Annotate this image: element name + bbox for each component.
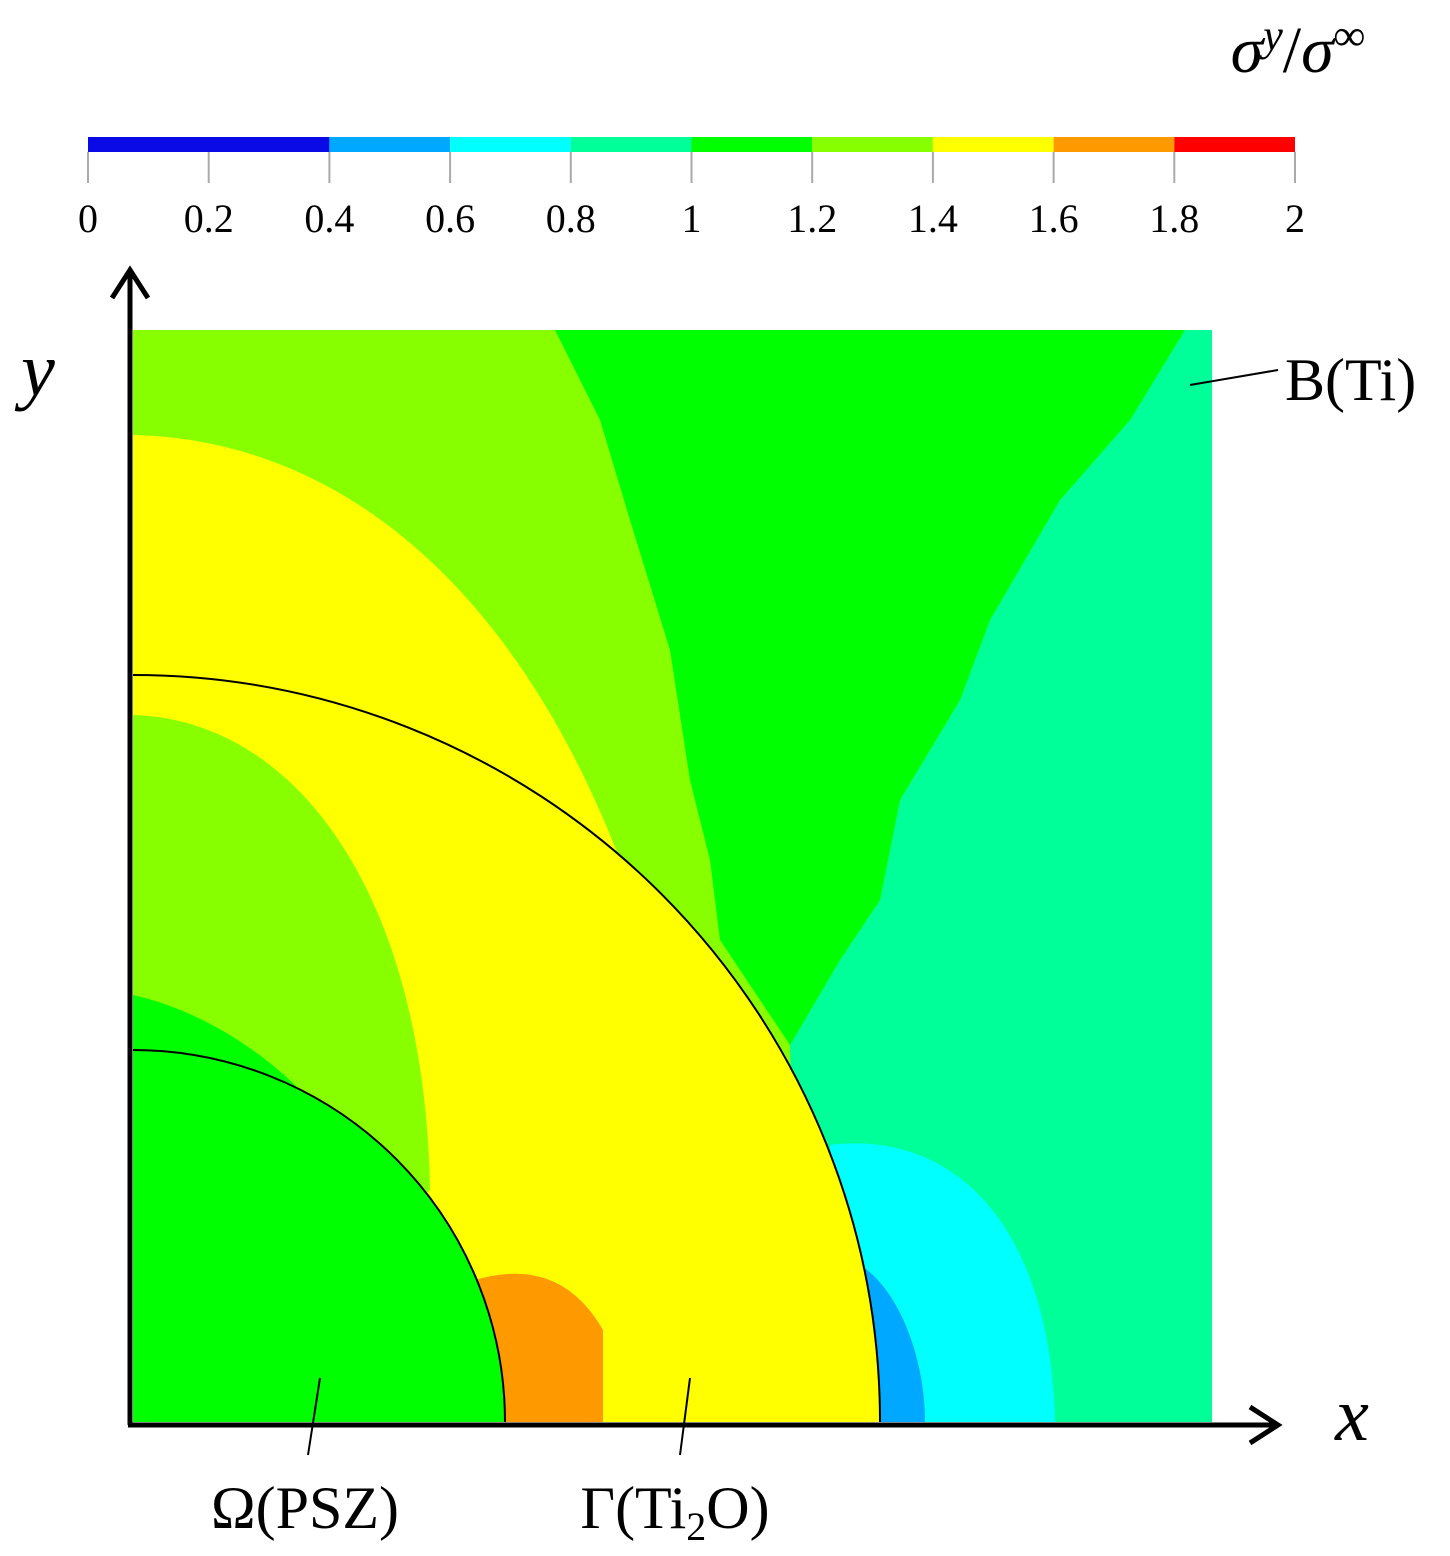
colorbar-segment [1053, 137, 1175, 152]
title-part: / [1283, 14, 1302, 87]
title-part: ∞ [1334, 11, 1365, 60]
region [555, 330, 1185, 1045]
annotation-part: Γ(Ti [580, 1475, 686, 1541]
colorbar-segment [1174, 137, 1295, 152]
colorbar-segment [329, 137, 451, 152]
colorbar-segment [570, 137, 692, 152]
title-part: σ [1231, 14, 1266, 87]
x-arrow [1248, 1404, 1283, 1446]
colorbar-tick-label: 1 [682, 196, 702, 241]
y-label: y [14, 328, 55, 412]
colorbar-tick-label: 1.2 [787, 196, 837, 241]
colorbar-title: σy/σ∞ [1231, 11, 1365, 87]
leader [307, 1377, 321, 1456]
colorbar: 0 0.2 0.4 0.6 0.8 1 1.2 1.4 1.6 1.8 2 [78, 137, 1305, 241]
annotation: Ω(PSZ) [211, 1475, 399, 1541]
colorbar-segment [932, 137, 1054, 152]
leader [679, 1377, 691, 1456]
colorbar-tick-label: 0.2 [184, 196, 234, 241]
colorbar-tick-label: 0 [78, 196, 98, 241]
x-label: x [1334, 1373, 1369, 1457]
colorbar-tick-label: 1.8 [1149, 196, 1199, 241]
annotation-part: 2 [686, 1504, 706, 1549]
leader [1189, 369, 1279, 386]
annotation-part: O) [706, 1475, 769, 1541]
colorbar-tick-label: 0.4 [304, 196, 354, 241]
colorbar-segment [691, 137, 813, 152]
title-part: σ [1301, 14, 1336, 87]
annotation: Γ(Ti2O) [580, 1475, 769, 1549]
colorbar-segment [450, 137, 571, 152]
interface [132, 674, 881, 1423]
region [133, 1050, 505, 1422]
contour-field [132, 330, 1212, 1423]
colorbar-segment [812, 137, 933, 152]
annotation: B(Ti) [1285, 347, 1416, 413]
y-arrow [109, 265, 151, 300]
colorbar-segment [88, 137, 330, 152]
leaders [307, 369, 1279, 1456]
interface [132, 1049, 506, 1423]
axes [109, 265, 1283, 1446]
colorbar-tick-label: 1.6 [1029, 196, 1079, 241]
colorbar-tick-label: 0.8 [546, 196, 596, 241]
title-part: y [1259, 11, 1283, 60]
colorbar-tick-label: 2 [1285, 196, 1305, 241]
colorbar-tick-label: 1.4 [908, 196, 958, 241]
colorbar-tick-label: 0.6 [425, 196, 475, 241]
region [475, 1273, 603, 1422]
